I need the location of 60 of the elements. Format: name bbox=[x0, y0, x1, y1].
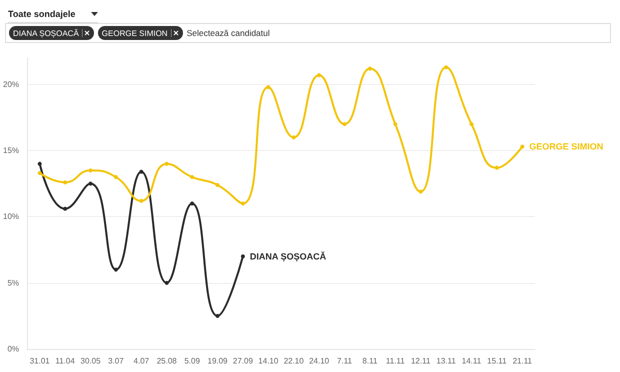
point bbox=[190, 202, 194, 206]
point bbox=[114, 268, 118, 272]
x-tick-label: 14.10 bbox=[258, 356, 279, 366]
point bbox=[418, 190, 423, 194]
point bbox=[266, 85, 270, 90]
x-tick-label: 24.10 bbox=[309, 356, 330, 366]
point bbox=[63, 180, 68, 184]
y-tick-label: 15% bbox=[2, 146, 20, 156]
x-tick-label: 3.07 bbox=[108, 356, 124, 366]
series-label: DIANA ȘOȘOACĂ bbox=[250, 251, 327, 262]
x-tick-label: 11.04 bbox=[55, 356, 76, 366]
x-tick-label: 5.09 bbox=[184, 356, 200, 366]
point bbox=[520, 144, 524, 149]
point bbox=[393, 122, 398, 126]
x-tick-label: 22.10 bbox=[284, 356, 304, 366]
x-tick-label: 14.11 bbox=[462, 356, 482, 366]
x-tick-label: 15.11 bbox=[487, 356, 508, 366]
x-tick-label: 4.07 bbox=[134, 356, 150, 366]
x-tick-label: 25.08 bbox=[156, 356, 178, 366]
point bbox=[63, 206, 68, 211]
point bbox=[494, 166, 499, 170]
text: Toate sondajele bbox=[8, 9, 76, 19]
point bbox=[317, 73, 322, 78]
x-tick-label: 19.09 bbox=[207, 356, 228, 366]
x-tick-label: 27.09 bbox=[232, 356, 254, 366]
y-tick-label: 0% bbox=[7, 344, 20, 354]
point bbox=[444, 65, 448, 70]
point bbox=[38, 171, 42, 176]
x-tick-label: 13.11 bbox=[436, 356, 456, 366]
x-tick-label: 7.11 bbox=[337, 356, 353, 366]
point bbox=[240, 202, 245, 206]
point bbox=[470, 122, 474, 126]
series-label: GEORGE SIMION bbox=[529, 142, 604, 152]
point bbox=[164, 280, 169, 285]
text: Selectează candidatul bbox=[186, 28, 270, 38]
point bbox=[240, 254, 245, 258]
point bbox=[292, 135, 296, 140]
x-tick-label: 8.11 bbox=[362, 356, 378, 366]
point bbox=[88, 182, 93, 186]
x-tick-label: 31.01 bbox=[30, 356, 50, 366]
point bbox=[88, 168, 93, 172]
text: GEORGE SIMION bbox=[102, 28, 168, 38]
x-tick-label: 12.11 bbox=[410, 356, 431, 366]
point bbox=[139, 198, 144, 203]
x-tick-label: 30.05 bbox=[80, 356, 102, 366]
point bbox=[216, 182, 220, 187]
x-tick-label: 11.11 bbox=[386, 356, 406, 366]
y-tick-label: 10% bbox=[2, 212, 20, 222]
point bbox=[114, 175, 118, 180]
point bbox=[190, 175, 194, 180]
x-tick-label: 21.11 bbox=[512, 356, 533, 366]
text: DIANA ȘOȘOACĂ bbox=[13, 28, 79, 38]
point bbox=[216, 314, 220, 318]
point bbox=[139, 170, 144, 174]
point bbox=[164, 162, 169, 166]
y-tick-label: 20% bbox=[2, 80, 20, 89]
y-tick-label: 5% bbox=[7, 278, 20, 288]
point bbox=[368, 66, 372, 71]
point bbox=[38, 162, 42, 166]
point bbox=[342, 122, 347, 126]
